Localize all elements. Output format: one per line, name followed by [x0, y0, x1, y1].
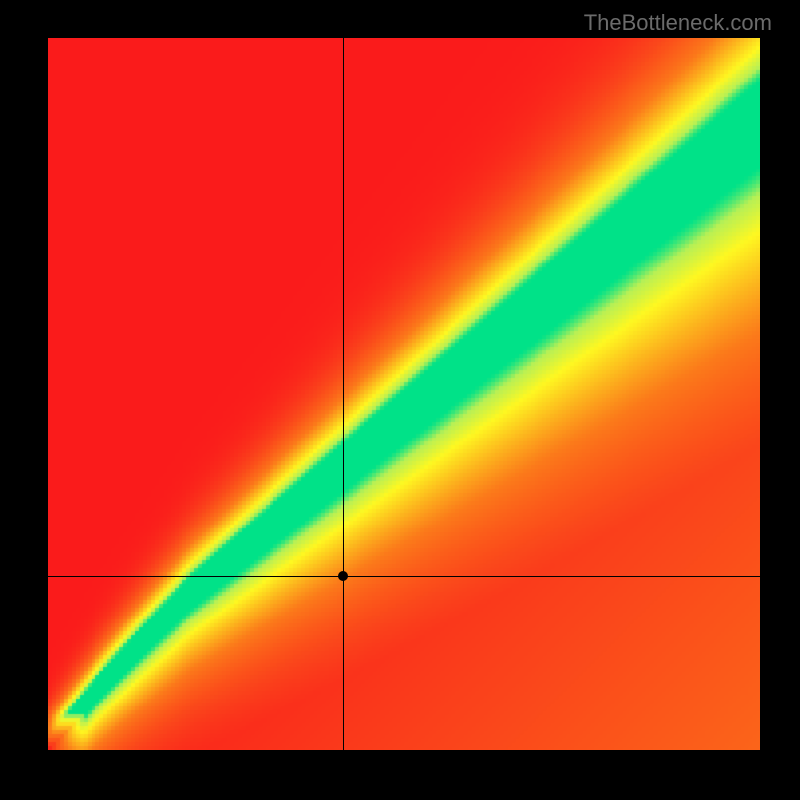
watermark-text: TheBottleneck.com	[584, 10, 772, 36]
heatmap-canvas	[48, 38, 760, 750]
heatmap-plot	[48, 38, 760, 750]
crosshair-vertical	[343, 38, 344, 750]
crosshair-marker	[338, 571, 348, 581]
crosshair-horizontal	[48, 576, 760, 577]
